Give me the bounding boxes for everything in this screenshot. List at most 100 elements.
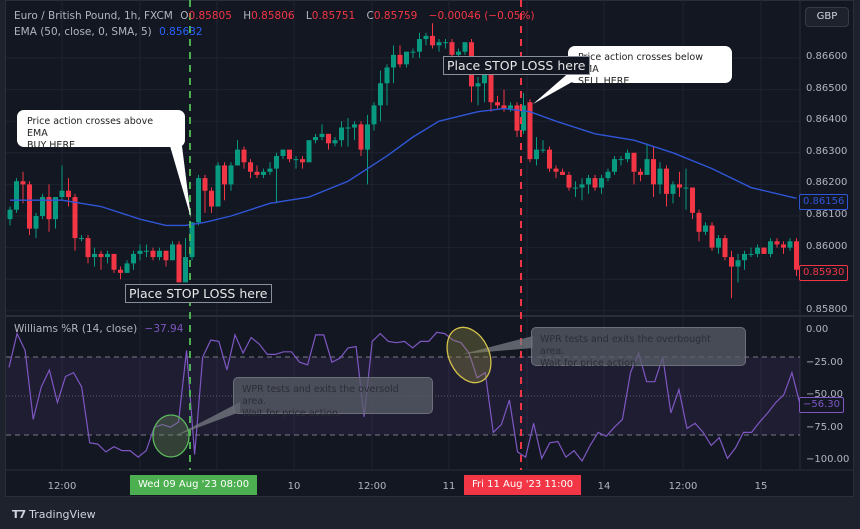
candle-body bbox=[98, 253, 104, 258]
candle-body bbox=[332, 140, 338, 144]
candle-body bbox=[781, 244, 786, 248]
candle-body bbox=[605, 171, 611, 179]
candle-body bbox=[72, 197, 78, 239]
candle bbox=[202, 174, 208, 213]
candle-body bbox=[638, 171, 643, 175]
candle-body bbox=[696, 212, 702, 232]
candle-body bbox=[618, 159, 624, 161]
candle bbox=[20, 171, 26, 204]
candle bbox=[131, 250, 136, 270]
candle bbox=[280, 149, 286, 160]
candle bbox=[755, 244, 760, 258]
price-tick-label: 0.86200 bbox=[806, 177, 848, 189]
candle-body bbox=[631, 152, 637, 172]
stop-loss-label-buy[interactable]: Place STOP LOSS here bbox=[125, 284, 272, 303]
oversold-callout[interactable]: WPR tests and exits the oversold area. W… bbox=[233, 377, 433, 419]
candle-body bbox=[417, 39, 422, 52]
wpr-tick-label: −50.00 bbox=[806, 389, 844, 400]
candle-body bbox=[625, 152, 630, 160]
candle-body bbox=[755, 247, 760, 254]
candle bbox=[514, 102, 520, 137]
low-label: L bbox=[305, 10, 312, 22]
candle bbox=[709, 222, 715, 251]
overbought-callout-line2: Wait for price action bbox=[540, 358, 636, 369]
candle-body bbox=[124, 263, 130, 273]
candle-body bbox=[534, 149, 539, 160]
wpr-legend[interactable]: Williams %R (14, close) −37.94 bbox=[14, 323, 187, 335]
ema-line bbox=[10, 107, 797, 227]
sell-callout-line1: Price action crosses below EMA bbox=[578, 52, 703, 75]
candle-body bbox=[761, 247, 767, 254]
candle bbox=[209, 187, 214, 213]
candle-body bbox=[384, 67, 390, 84]
time-tick-label: 12:00 bbox=[357, 481, 387, 492]
candle bbox=[378, 70, 383, 122]
candle-body bbox=[436, 42, 442, 46]
candle-body bbox=[176, 244, 182, 283]
candle bbox=[274, 152, 279, 204]
ema-legend[interactable]: EMA (50, close, 0, SMA, 5) 0.85632 bbox=[14, 26, 207, 38]
buy-callout[interactable]: Price action crosses above EMA BUY HERE bbox=[17, 110, 185, 151]
candle-body bbox=[287, 149, 292, 160]
candle-body bbox=[690, 187, 695, 213]
candle-body bbox=[449, 42, 455, 55]
candle bbox=[794, 238, 799, 277]
candle bbox=[235, 140, 240, 166]
candle bbox=[430, 23, 435, 49]
candle bbox=[144, 244, 149, 258]
wpr-value: −37.94 bbox=[144, 323, 184, 335]
candle bbox=[495, 95, 500, 109]
candle-body bbox=[397, 54, 403, 65]
candle-body bbox=[53, 197, 58, 220]
candle-body bbox=[306, 140, 312, 163]
candle bbox=[358, 121, 364, 156]
candle bbox=[300, 155, 305, 169]
candle-body bbox=[228, 165, 234, 185]
oversold-callout-line2: Wait for price action. bbox=[242, 408, 341, 419]
overbought-highlight-ellipse bbox=[446, 326, 492, 384]
candle bbox=[170, 241, 175, 261]
candle bbox=[261, 168, 266, 179]
candle bbox=[79, 234, 84, 242]
sell-callout[interactable]: Price action crosses below EMA SELL HERE bbox=[568, 46, 732, 87]
candle bbox=[267, 162, 273, 175]
tradingview-logo[interactable]: T7 TradingView bbox=[12, 508, 96, 521]
candle bbox=[612, 155, 617, 175]
wpr-tick-label: −100.00 bbox=[806, 454, 850, 465]
candle-body bbox=[521, 105, 526, 131]
candle bbox=[657, 162, 663, 194]
candle-body bbox=[404, 51, 409, 65]
wpr-tick-label: −75.00 bbox=[806, 421, 844, 433]
candle-body bbox=[391, 54, 396, 68]
candle-body bbox=[787, 241, 793, 248]
wpr-line bbox=[8, 331, 801, 463]
candle-body bbox=[189, 222, 195, 258]
overbought-callout[interactable]: WPR tests and exits the overbought area.… bbox=[531, 327, 746, 369]
candle bbox=[475, 76, 481, 106]
candle bbox=[768, 238, 773, 258]
symbol-legend[interactable]: Euro / British Pound, 1h, FXCM O0.85805 … bbox=[14, 10, 539, 22]
buy-callout-tail bbox=[170, 146, 191, 218]
candle bbox=[293, 155, 299, 169]
candle bbox=[605, 168, 611, 182]
candle-body bbox=[79, 238, 84, 240]
candle-body bbox=[488, 67, 494, 103]
oversold-highlight-ellipse bbox=[152, 414, 190, 458]
candle-body bbox=[144, 250, 149, 252]
sell-callout-line2: SELL HERE bbox=[578, 76, 630, 87]
candle-body bbox=[209, 190, 214, 207]
candle-body bbox=[319, 133, 325, 137]
candle-body bbox=[430, 35, 435, 46]
candle bbox=[46, 184, 52, 232]
candle bbox=[670, 181, 676, 204]
stop-loss-label-sell[interactable]: Place STOP LOSS here bbox=[443, 56, 590, 75]
currency-button[interactable]: GBP bbox=[805, 7, 849, 27]
candle bbox=[40, 193, 45, 220]
candle bbox=[573, 181, 578, 198]
ema-label: EMA (50, close, 0, SMA, 5) bbox=[14, 26, 152, 38]
candle-body bbox=[644, 159, 650, 175]
high-value: 0.85806 bbox=[251, 10, 295, 22]
candle bbox=[105, 250, 110, 264]
candle-body bbox=[586, 178, 591, 185]
